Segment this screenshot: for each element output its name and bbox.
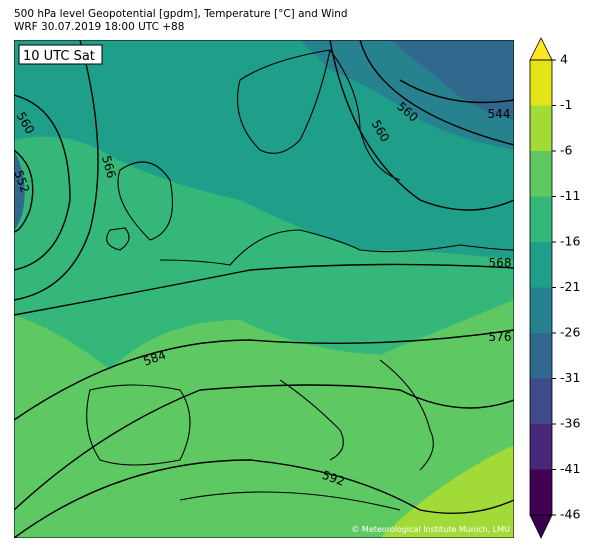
colorbar-extend-min <box>529 514 553 539</box>
colorbar-tick-label: -21 <box>560 279 580 294</box>
time-box <box>18 44 103 65</box>
map-area <box>14 40 514 538</box>
colorbar-tick-label: -16 <box>560 234 580 249</box>
colorbar-tick-label: -1 <box>560 97 572 112</box>
colorbar-segment <box>530 242 552 288</box>
colorbar-segment <box>530 105 552 151</box>
colorbar-tick-label: -41 <box>560 461 580 476</box>
colorbar-segment <box>530 424 552 470</box>
subtitle: WRF 30.07.2019 18:00 UTC +88 <box>14 21 184 33</box>
colorbar-tick-label: -31 <box>560 370 580 385</box>
colorbar-tick-label: -26 <box>560 325 580 340</box>
colorbar-tick-label: -11 <box>560 188 580 203</box>
colorbar: 4 -1 -6 -11 -16 -21 -26 -31 -36 -41 -46 <box>529 37 580 539</box>
contour-label: 568 <box>489 256 512 270</box>
contour-label: 576 <box>489 330 512 344</box>
colorbar-tick-label: -46 <box>560 507 580 522</box>
contour-label: 544 <box>488 107 511 121</box>
colorbar-segment <box>530 469 552 515</box>
colorbar-segment <box>530 287 552 333</box>
credit: © Meteorological Institute Munich, LMU <box>351 525 510 534</box>
contour-label: 566 <box>99 154 118 180</box>
colorbar-segment <box>530 196 552 242</box>
title: 500 hPa level Geopotential [gpdm], Tempe… <box>14 8 348 20</box>
colorbar-tick-label: -36 <box>560 416 580 431</box>
colorbar-extend-max <box>529 37 553 61</box>
colorbar-segment <box>530 151 552 197</box>
colorbar-segment <box>530 333 552 379</box>
colorbar-tick-label: 4 <box>560 52 568 67</box>
colorbar-segment <box>530 378 552 424</box>
colorbar-segment <box>530 60 552 106</box>
time-label: 10 UTC Sat <box>23 49 95 64</box>
colorbar-tick-label: -6 <box>560 143 573 158</box>
